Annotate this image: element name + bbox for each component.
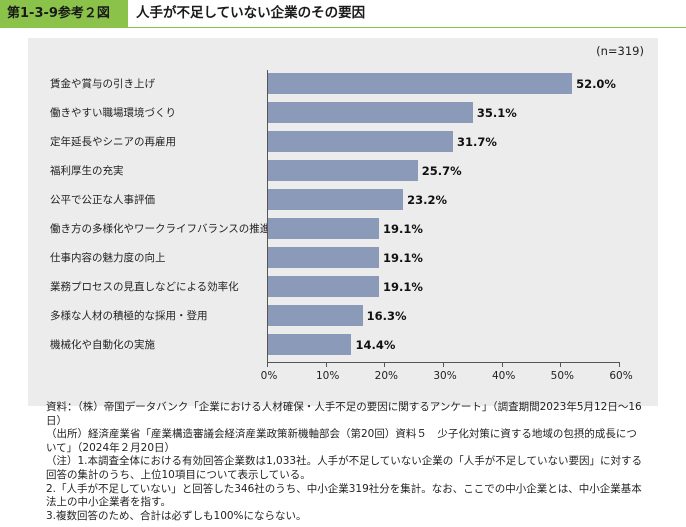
- note-source: 資料：（株）帝国データバンク「企業における人材確保・人手不足の要因に関するアンケ…: [46, 401, 642, 427]
- bar: [267, 218, 380, 239]
- category-label: 多様な人材の積極的な採用・登用: [50, 310, 208, 322]
- category-label: 福利厚生の充実: [50, 165, 124, 177]
- x-tick: [384, 362, 386, 367]
- x-tick: [560, 362, 562, 367]
- x-tick-label: 40%: [491, 370, 516, 382]
- value-label: 31.7%: [456, 135, 497, 149]
- sample-size-label: (n=319): [596, 44, 644, 58]
- x-tick-label: 20%: [374, 370, 398, 382]
- category-label: 業務プロセスの見直しなどによる効率化: [50, 281, 239, 293]
- value-label: 25.7%: [421, 164, 462, 178]
- source-notes: 資料：（株）帝国データバンク「企業における人材確保・人手不足の要因に関するアンケ…: [46, 401, 646, 523]
- value-label: 35.1%: [476, 106, 517, 120]
- figure-number: 第1-3-9参考２図: [0, 0, 128, 27]
- value-label: 23.2%: [407, 193, 447, 207]
- value-label: 14.4%: [355, 338, 396, 352]
- bar: [267, 276, 380, 297]
- note-3: 3.複数回答のため、合計は必ずしも100%にならない。: [46, 509, 307, 522]
- y-axis-line: [267, 70, 268, 362]
- category-label: 仕事内容の魅力度の向上: [50, 252, 166, 264]
- x-tick: [443, 362, 444, 367]
- x-tick-label: 30%: [433, 370, 457, 382]
- x-tick-label: 60%: [609, 370, 633, 382]
- category-label: 機械化や自動化の実施: [50, 339, 155, 351]
- value-label: 52.0%: [576, 77, 616, 91]
- note-1: （注）1.本調査全体における有効回答企業数は1,033社。人手が不足していない企…: [46, 455, 642, 481]
- bar: [267, 102, 473, 123]
- header-divider: [0, 27, 686, 28]
- x-tick-label: 10%: [315, 370, 340, 382]
- bar: [267, 160, 418, 181]
- bar: [267, 305, 363, 326]
- bar: [267, 247, 380, 268]
- x-tick: [501, 362, 503, 367]
- note-origin: （出所）経済産業省「産業構造審議会経済産業政策新機軸部会（第20回）資料５ 少子…: [46, 428, 637, 454]
- x-tick: [267, 362, 268, 367]
- category-label: 働き方の多様化やワークライフバランスの推進: [50, 223, 271, 235]
- bar: [267, 131, 453, 152]
- note-2: 2.「人手が不足していない」と回答した346社のうち、中小企業319社分を集計。…: [46, 482, 642, 509]
- x-tick-label: 50%: [550, 370, 574, 382]
- value-label: 19.1%: [383, 251, 423, 265]
- category-label: 働きやすい職場環境づくり: [50, 107, 176, 119]
- category-label: 定年延長やシニアの再雇用: [50, 136, 176, 148]
- figure-header: 第1-3-9参考２図 人手が不足していない企業のその要因: [0, 0, 686, 27]
- value-label: 16.3%: [366, 309, 407, 323]
- bar: [267, 189, 404, 210]
- x-tick: [325, 362, 327, 367]
- figure-title: 人手が不足していない企業のその要因: [136, 5, 366, 21]
- bar: [267, 73, 573, 94]
- value-label: 19.1%: [383, 280, 423, 294]
- bar: [267, 334, 352, 355]
- value-label: 19.1%: [383, 222, 423, 236]
- x-tick: [619, 362, 620, 367]
- category-label: 賃金や賞与の引き上げ: [50, 78, 155, 90]
- x-tick-label: 0%: [260, 370, 278, 382]
- category-label: 公平で公正な人事評価: [50, 194, 155, 206]
